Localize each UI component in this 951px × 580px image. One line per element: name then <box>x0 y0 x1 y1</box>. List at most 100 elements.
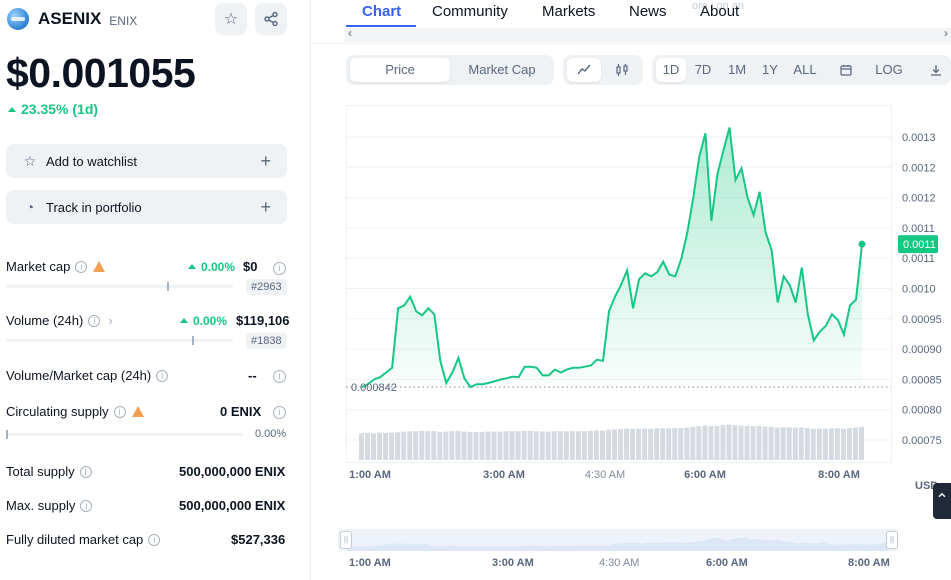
volume-bar <box>401 431 407 460</box>
tab-chart[interactable]: Chart <box>362 3 402 20</box>
max-supply-label: Max. supply i <box>6 498 93 513</box>
up-arrow-icon <box>8 107 16 112</box>
vol-mcap-label: Volume/Market cap (24h) i <box>6 368 169 383</box>
share-icon <box>264 12 278 26</box>
up-arrow-icon <box>180 318 188 323</box>
watchlist-label: Add to watchlist <box>46 153 138 169</box>
volume-bar <box>515 431 521 460</box>
volume-bar <box>840 428 846 460</box>
current-price-dot <box>858 240 866 248</box>
circulating-supply-pct: 0.00% <box>255 428 287 440</box>
tab-about[interactable]: About <box>700 3 740 20</box>
total-supply-value: 500,000,000 ENIX <box>179 464 286 479</box>
volume-bar <box>720 425 726 460</box>
price-chart[interactable]: 0.0013 0.0012 0.0012 0.0011 0.0011 0.0010 0.00… <box>346 105 951 495</box>
info-icon[interactable]: i <box>79 465 92 478</box>
circulating-supply-bar <box>6 430 243 439</box>
navigator-sparkline <box>348 537 888 551</box>
info-icon[interactable]: i <box>273 262 286 275</box>
max-supply-value: 500,000,000 ENIX <box>179 498 286 513</box>
volume-bar <box>377 432 383 460</box>
market-cap-label: Market cap i <box>6 259 106 274</box>
range-1m-button[interactable]: 1M <box>727 62 747 77</box>
info-icon[interactable]: i <box>88 314 101 327</box>
range-navigator[interactable] <box>338 529 898 551</box>
navigator-label-3: 4:30 AM <box>599 557 640 569</box>
volume-bar <box>491 431 497 460</box>
tab-community[interactable]: Community <box>432 3 508 20</box>
chevron-right-icon[interactable]: › <box>108 313 113 328</box>
scroll-to-top-button[interactable]: ⌃ <box>933 483 951 519</box>
price-mcap-toggle: Price Market Cap <box>346 55 554 85</box>
line-chart-button[interactable] <box>567 58 601 82</box>
info-icon[interactable]: i <box>113 405 126 418</box>
scroll-right-icon[interactable]: › <box>944 26 948 40</box>
volume-bar <box>859 426 864 460</box>
scroll-left-icon[interactable]: ‹ <box>348 26 352 40</box>
up-arrow-icon <box>188 264 196 269</box>
volume-bar <box>756 425 762 460</box>
volume-bar <box>798 427 804 460</box>
plus-icon: + <box>260 150 271 171</box>
info-icon[interactable]: i <box>148 533 161 546</box>
candlestick-button[interactable] <box>605 58 639 82</box>
navigator-left-handle[interactable]: || <box>340 531 352 549</box>
volume-bar <box>726 424 732 460</box>
volume-bar <box>509 431 515 460</box>
volume-bar <box>503 431 509 460</box>
tab-markets[interactable]: Markets <box>542 3 596 20</box>
market-cap-bar-marker <box>167 282 170 291</box>
volume-bar <box>768 426 774 460</box>
range-1d-button[interactable]: 1D <box>656 58 686 82</box>
tab-news[interactable]: News <box>629 3 667 20</box>
warning-icon[interactable] <box>131 406 144 417</box>
download-icon <box>931 65 941 76</box>
currency-label: USD <box>915 480 939 492</box>
volume-bar <box>539 431 545 460</box>
x-tick-label: 4:30 AM <box>585 469 625 481</box>
volume-bar <box>690 426 696 460</box>
share-button[interactable] <box>255 3 287 35</box>
volume-bar <box>834 428 840 460</box>
volume-bar <box>696 426 702 460</box>
caret-up-icon: ⌃ <box>935 492 949 509</box>
price-change: 23.35% (1d) <box>8 101 98 117</box>
range-7d-button[interactable]: 7D <box>694 62 712 77</box>
info-icon[interactable]: i <box>273 370 286 383</box>
volume-bar <box>485 431 491 460</box>
range-1y-button[interactable]: 1Y <box>762 62 778 77</box>
volume-bar <box>630 429 636 460</box>
volume-bar <box>359 433 364 460</box>
price-toggle-button[interactable]: Price <box>350 58 450 82</box>
market-cap-value: $0 <box>243 259 258 274</box>
x-tick-label: 1:00 AM <box>349 469 391 481</box>
volume-bar <box>545 431 551 460</box>
info-icon[interactable]: i <box>80 499 93 512</box>
navigator-right-handle[interactable]: || <box>886 531 898 549</box>
info-icon[interactable]: i <box>75 260 88 273</box>
add-to-watchlist-button[interactable]: ☆ Add to watchlist + <box>6 144 287 178</box>
volume-bar <box>666 428 672 460</box>
volume-bar <box>557 431 563 460</box>
info-icon[interactable]: i <box>156 369 169 382</box>
log-scale-button[interactable]: LOG <box>875 62 903 77</box>
coin-summary-panel: ASENIX ENIX ☆ $0.001055 23.35% (1d) ☆ Ad… <box>0 0 311 580</box>
x-tick-label: 8:00 AM <box>818 469 860 481</box>
volume-bar <box>443 431 449 460</box>
range-all-button[interactable]: ALL <box>793 62 817 77</box>
section-tabs: ore i on an Chart Community Markets News… <box>312 0 951 44</box>
info-icon[interactable]: i <box>273 406 286 419</box>
star-button[interactable]: ☆ <box>215 3 247 35</box>
download-button[interactable] <box>924 58 948 82</box>
y-tick-label: 0.00085 <box>902 374 942 386</box>
market-cap-toggle-button[interactable]: Market Cap <box>468 62 536 77</box>
volume-label: Volume (24h) i › <box>6 313 113 328</box>
volume-bar <box>786 427 792 460</box>
tabs-scroller: ‹ › <box>345 26 951 42</box>
track-in-portfolio-button[interactable]: ◔ Track in portfolio + <box>6 190 287 224</box>
volume-bar <box>473 431 479 460</box>
volume-bar <box>419 430 425 460</box>
calendar-button[interactable] <box>835 58 857 82</box>
volume-bar <box>780 427 786 460</box>
warning-icon[interactable] <box>93 261 106 272</box>
